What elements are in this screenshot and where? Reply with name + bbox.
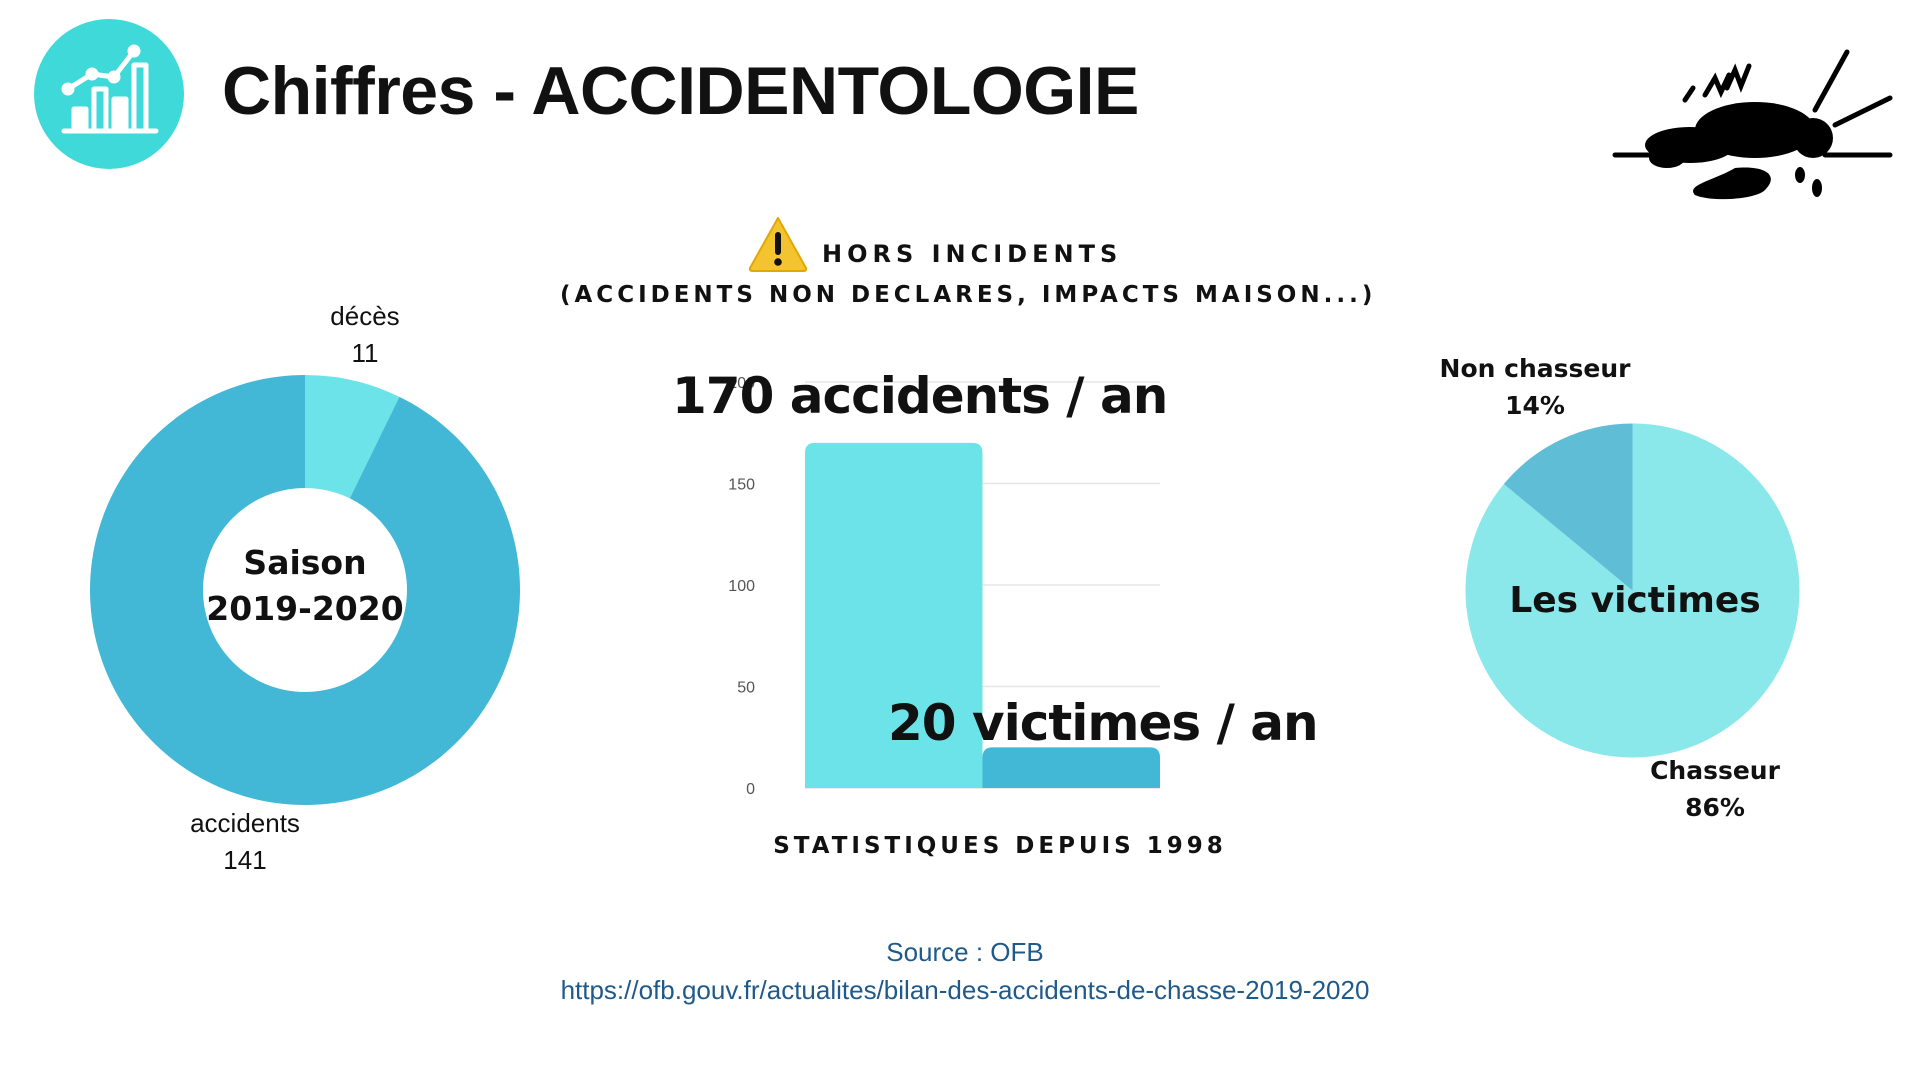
y-tick-label: 200 [728,375,755,392]
pie-label-chasseur: Chasseur 86% [1620,752,1810,826]
y-tick-label: 50 [737,680,755,697]
pie-label-chasseur-value: 86% [1685,793,1745,822]
donut-center-line-1: Saison [243,543,367,582]
pie-slice-non-chasseur [1503,423,1633,591]
donut-label-accidents: accidents 141 [170,805,320,879]
donut-label-accidents-name: accidents [190,808,300,838]
bar-chart-growth-icon [34,19,184,169]
source-label: Source : OFB [886,937,1044,967]
pie-label-chasseur-name: Chasseur [1650,756,1780,785]
pie-label-non-chasseur: Non chasseur 14% [1420,350,1650,424]
warning-title: HORS INCIDENTS [822,240,1123,268]
donut-chart [90,375,520,805]
warning-icon [748,217,808,272]
source-link[interactable]: https://ofb.gouv.fr/actualites/bilan-des… [560,975,1370,1005]
pie-center-label: Les victimes [1509,580,1761,621]
donut-label-accidents-value: 141 [223,845,267,875]
y-tick-label: 150 [728,477,755,494]
donut-label-deces: décès 11 [300,298,430,372]
bar-annotation-accidents: 170 accidents / an [672,367,1168,425]
bar-chart-caption: STATISTIQUES DEPUIS 1998 [773,833,1227,859]
donut-center-label: Saison 2019-2020 [195,540,415,632]
source-block: Source : OFB https://ofb.gouv.fr/actuali… [440,933,1490,1009]
donut-label-deces-name: décès [330,301,400,331]
bar-victimes [982,747,1160,788]
y-tick-label: 0 [746,781,755,798]
page-title: Chiffres - ACCIDENTOLOGIE [222,53,1139,129]
donut-center-line-2: 2019-2020 [206,589,404,628]
bar-accidents [805,442,983,788]
injured-person-icon [1612,49,1893,200]
donut-label-deces-value: 11 [351,338,379,368]
bar-chart: 0 50 100 150 200 [728,375,1160,798]
warning-subtitle: (ACCIDENTS NON DECLARES, IMPACTS MAISON.… [560,282,1377,308]
pie-label-non-chasseur-name: Non chasseur [1439,354,1631,383]
bar-annotation-victimes: 20 victimes / an [888,694,1319,752]
y-tick-label: 100 [728,578,755,595]
pie-chart [1465,423,1800,758]
pie-label-non-chasseur-value: 14% [1505,391,1565,420]
